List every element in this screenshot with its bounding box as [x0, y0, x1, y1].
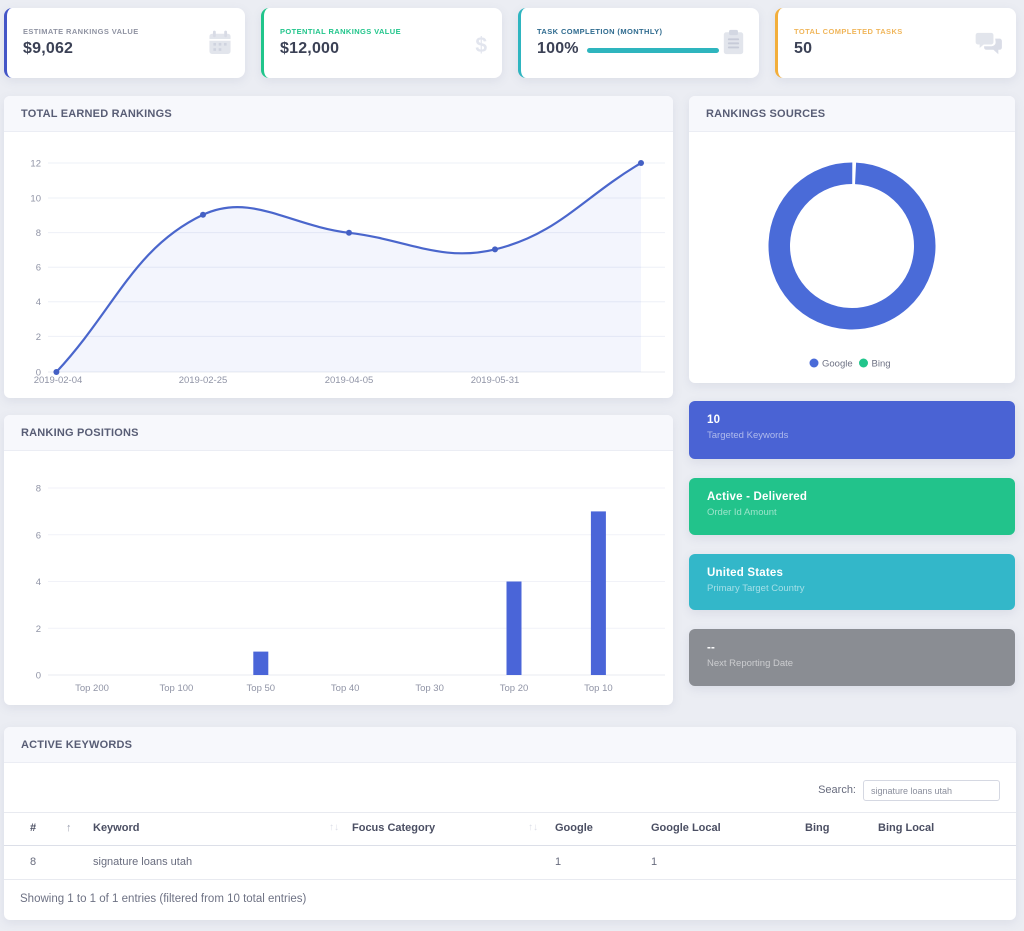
- svg-text:2: 2: [36, 332, 41, 343]
- svg-text:4: 4: [36, 297, 41, 308]
- svg-text:10: 10: [30, 194, 41, 205]
- svg-text:Top 10: Top 10: [584, 683, 613, 694]
- svg-text:12: 12: [30, 159, 41, 170]
- svg-text:6: 6: [36, 263, 41, 274]
- svg-text:2019-05-31: 2019-05-31: [471, 375, 520, 386]
- svg-text:6: 6: [36, 530, 41, 541]
- svg-text:Top 20: Top 20: [500, 683, 529, 694]
- svg-text:Top 200: Top 200: [75, 683, 109, 694]
- svg-text:4: 4: [36, 577, 41, 588]
- svg-text:Bing: Bing: [872, 359, 891, 370]
- svg-text:0: 0: [36, 671, 41, 682]
- svg-text:0: 0: [36, 368, 41, 379]
- svg-text:2019-02-25: 2019-02-25: [179, 375, 228, 386]
- svg-text:8: 8: [36, 484, 41, 495]
- svg-text:Top 50: Top 50: [247, 683, 276, 694]
- svg-text:2019-04-05: 2019-04-05: [325, 375, 374, 386]
- svg-text:Google: Google: [822, 359, 853, 370]
- svg-text:2019-02-04: 2019-02-04: [34, 375, 83, 386]
- svg-text:2: 2: [36, 624, 41, 635]
- svg-text:Top 30: Top 30: [415, 683, 444, 694]
- svg-text:8: 8: [36, 228, 41, 239]
- svg-text:Top 100: Top 100: [159, 683, 193, 694]
- svg-text:Top 40: Top 40: [331, 683, 360, 694]
